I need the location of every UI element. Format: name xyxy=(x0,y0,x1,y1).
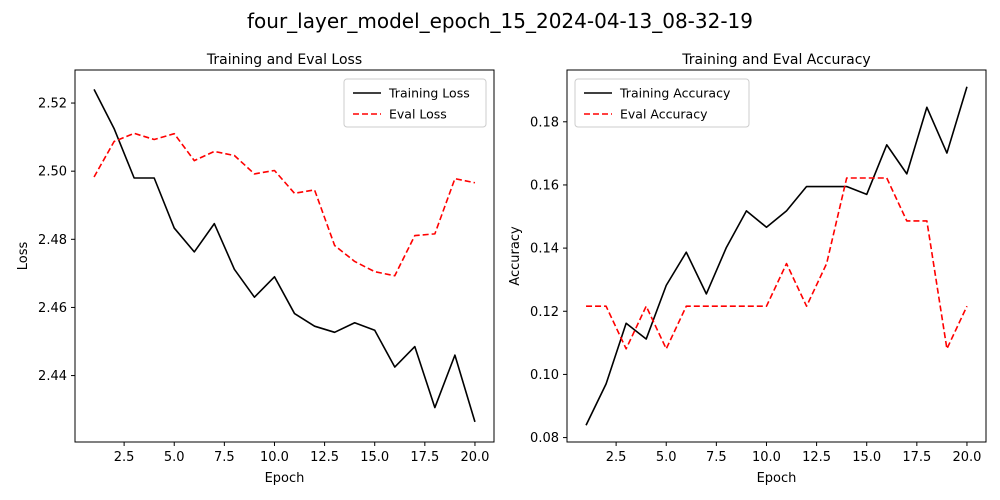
axes-frame xyxy=(74,69,495,443)
legend-box xyxy=(574,78,750,128)
legend: Training Loss Eval Loss xyxy=(343,78,487,128)
series-line-0 xyxy=(93,89,476,423)
x-tick-label: 17.5 xyxy=(410,450,439,465)
legend-label: Training Accuracy xyxy=(619,86,731,101)
y-tick-label: 2.46 xyxy=(38,301,67,316)
accuracy-chart: Training and Eval Accuracy 2.5 5.0 7.5 10.0 1… xyxy=(508,52,987,486)
series-line-0 xyxy=(585,86,968,426)
x-tick-label: 20.0 xyxy=(952,450,981,465)
x-tick-label: 5.0 xyxy=(656,450,677,465)
series-line-1 xyxy=(93,132,476,277)
x-axis-label: Epoch xyxy=(757,471,797,486)
legend-box xyxy=(343,78,487,128)
x-tick-label: 5.0 xyxy=(164,450,185,465)
x-tick-label: 15.0 xyxy=(852,450,881,465)
series-line-1 xyxy=(586,177,968,350)
loss-chart: Training and Eval Loss 2.5 5.0 7.5 10.0 12.5 1… xyxy=(16,52,495,486)
y-tick-label: 2.52 xyxy=(38,97,67,112)
legend-label: Training Loss xyxy=(388,86,470,101)
axes-frame xyxy=(566,69,987,443)
x-tick-label: 17.5 xyxy=(902,450,931,465)
figure-suptitle: four_layer_model_epoch_15_2024-04-13_08-… xyxy=(247,9,753,33)
x-tick-label: 20.0 xyxy=(460,450,489,465)
x-tick-label: 10.0 xyxy=(260,450,289,465)
y-tick-label: 0.08 xyxy=(530,431,559,446)
y-axis-label: Accuracy xyxy=(508,226,523,286)
x-tick-label: 7.5 xyxy=(214,450,235,465)
chart-title: Training and Eval Loss xyxy=(206,52,362,68)
x-tick-label: 12.5 xyxy=(310,450,339,465)
y-tick-label: 2.44 xyxy=(38,369,67,384)
y-tick-label: 0.14 xyxy=(530,242,559,257)
legend: Training Accuracy Eval Accuracy xyxy=(574,78,750,128)
legend-label: Eval Loss xyxy=(389,107,447,122)
y-axis-label: Loss xyxy=(16,242,31,271)
y-tick-label: 0.12 xyxy=(530,305,559,320)
x-tick-label: 10.0 xyxy=(752,450,781,465)
legend-label: Eval Accuracy xyxy=(620,107,708,122)
y-tick-label: 2.48 xyxy=(38,233,67,248)
x-tick-label: 7.5 xyxy=(706,450,727,465)
x-tick-label: 2.5 xyxy=(606,450,627,465)
x-tick-label: 2.5 xyxy=(114,450,135,465)
chart-title: Training and Eval Accuracy xyxy=(681,52,870,68)
y-tick-label: 2.50 xyxy=(38,165,67,180)
y-tick-label: 0.10 xyxy=(530,368,559,383)
x-tick-label: 12.5 xyxy=(802,450,831,465)
x-tick-label: 15.0 xyxy=(360,450,389,465)
x-axis-label: Epoch xyxy=(265,471,305,486)
y-tick-label: 0.18 xyxy=(530,115,559,130)
y-tick-label: 0.16 xyxy=(530,178,559,193)
